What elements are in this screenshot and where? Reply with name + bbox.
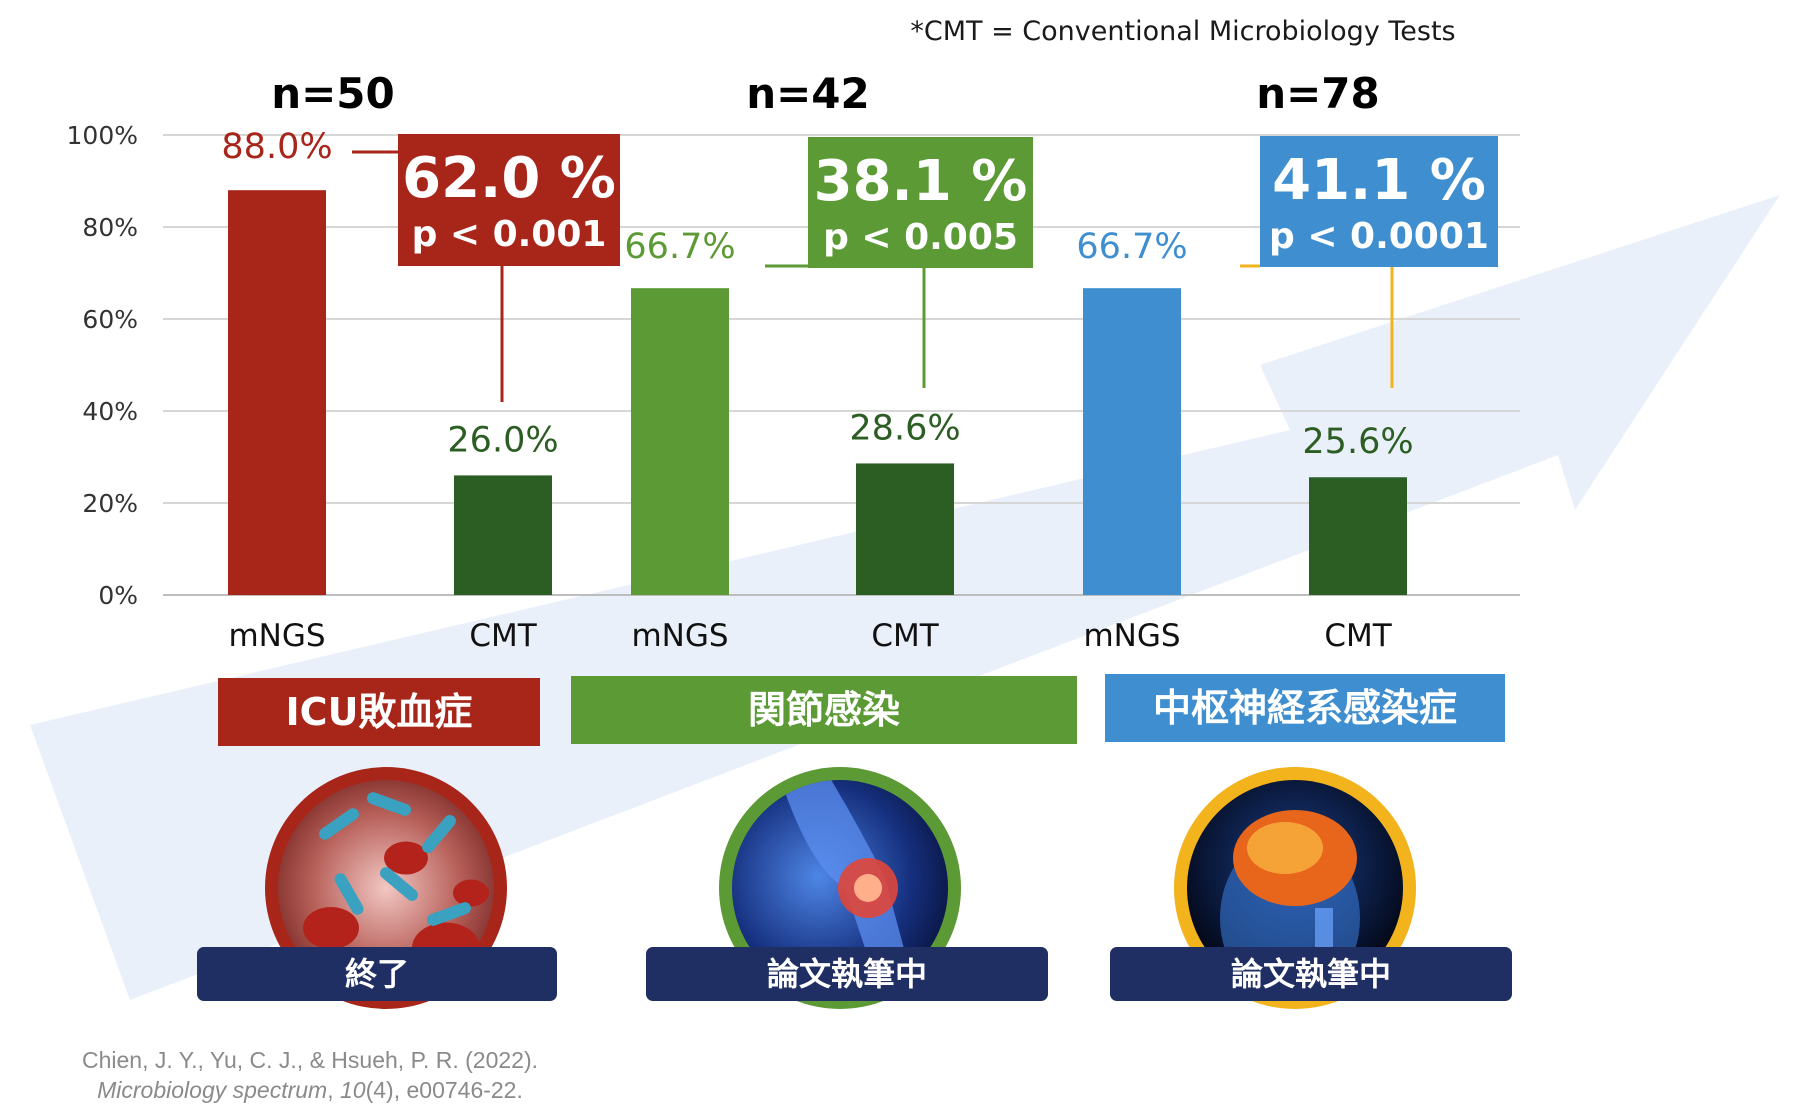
reference-citation: Chien, J. Y., Yu, C. J., & Hsueh, P. R. … <box>0 1045 620 1105</box>
value-label: 25.6% <box>1302 422 1413 462</box>
n-label: n=50 <box>271 69 395 118</box>
bacterium <box>379 867 419 901</box>
bacterium <box>422 814 456 854</box>
value-label: 28.6% <box>849 408 960 448</box>
reference-volume: 10 <box>340 1077 366 1103</box>
group-joint: n=42 66.7% mNGS 28.6% CMT 38.1 %p < 0.005 関節感染… <box>571 69 1077 1009</box>
bar-mngs <box>228 190 326 595</box>
reference-journal: Microbiology spectrum <box>97 1077 328 1103</box>
p-value: p < 0.001 <box>412 214 607 255</box>
bar-cmt <box>454 475 552 595</box>
x-tick-label: CMT <box>469 618 537 654</box>
y-axis-ticks: 100% 80% 60% 40% 20% 0% <box>67 121 138 610</box>
y-tick-label: 80% <box>82 213 138 242</box>
n-label: n=78 <box>1256 69 1380 118</box>
status-badge <box>197 947 557 1001</box>
category-banner <box>218 678 540 746</box>
value-label: 26.0% <box>447 420 558 460</box>
x-tick-label: mNGS <box>1083 618 1180 654</box>
category-label: 中枢神経系感染症 <box>1153 686 1457 730</box>
bacteria-in-blood-image <box>278 780 494 996</box>
difference-percent: 41.1 % <box>1272 148 1486 213</box>
value-label: 88.0% <box>221 127 332 167</box>
reference-journal-line: Microbiology spectrum, 10(4), e00746-22. <box>0 1075 620 1105</box>
category-label: 関節感染 <box>748 688 900 732</box>
y-tick-label: 0% <box>98 581 138 610</box>
x-tick-label: mNGS <box>228 618 325 654</box>
group-icu: n=50 88.0% mNGS 26.0% CMT 62.0 %p < 0.001 ICU敗… <box>197 69 620 1009</box>
difference-box <box>1260 136 1498 267</box>
red-blood-cell <box>453 879 489 907</box>
difference-box <box>398 134 620 266</box>
x-tick-label: CMT <box>871 618 939 654</box>
status-badge <box>646 947 1048 1001</box>
bar-mngs <box>1083 288 1181 595</box>
bacterium <box>334 873 364 915</box>
status-label: 論文執筆中 <box>767 955 927 993</box>
value-label: 66.7% <box>1076 227 1187 267</box>
reference-authors: Chien, J. Y., Yu, C. J., & Hsueh, P. R. … <box>82 1047 538 1073</box>
difference-percent: 62.0 % <box>402 146 616 211</box>
chart-groups: n=50 88.0% mNGS 26.0% CMT 62.0 %p < 0.001 ICU敗… <box>197 69 1512 1009</box>
p-value: p < 0.005 <box>823 217 1018 258</box>
status-label: 終了 <box>345 955 409 993</box>
y-tick-label: 20% <box>82 489 138 518</box>
x-tick-label: CMT <box>1324 618 1392 654</box>
y-tick-label: 40% <box>82 397 138 426</box>
difference-box <box>808 137 1033 268</box>
bar-cmt <box>1309 477 1407 595</box>
reference-comma: , <box>327 1077 340 1103</box>
status-badge <box>1110 947 1512 1001</box>
difference-percent: 38.1 % <box>814 149 1028 214</box>
bacterium <box>427 902 471 926</box>
value-label: 66.7% <box>624 227 735 267</box>
bar-cmt <box>856 463 954 595</box>
y-tick-label: 60% <box>82 305 138 334</box>
red-blood-cell <box>384 841 428 875</box>
bar-mngs <box>631 288 729 595</box>
reference-issue-pages: (4), e00746-22. <box>365 1077 523 1103</box>
inflamed-knee-core <box>854 874 882 902</box>
brain-head-image <box>1187 780 1403 996</box>
n-label: n=42 <box>746 69 870 118</box>
red-blood-cell <box>303 907 359 949</box>
bacterium <box>367 792 411 816</box>
group-cns: n=78 66.7% mNGS 25.6% CMT 41.1 %p < 0.0001 中枢神… <box>1076 69 1512 1009</box>
cmt-footnote: *CMT = Conventional Microbiology Tests <box>910 16 1455 47</box>
category-banner <box>571 676 1077 744</box>
x-tick-label: mNGS <box>631 618 728 654</box>
brain-highlight <box>1247 822 1323 874</box>
status-label: 論文執筆中 <box>1231 955 1391 993</box>
p-value: p < 0.0001 <box>1269 216 1489 257</box>
y-tick-label: 100% <box>67 121 138 150</box>
bacterium <box>319 808 359 840</box>
category-banner <box>1105 674 1505 742</box>
category-label: ICU敗血症 <box>286 690 473 734</box>
